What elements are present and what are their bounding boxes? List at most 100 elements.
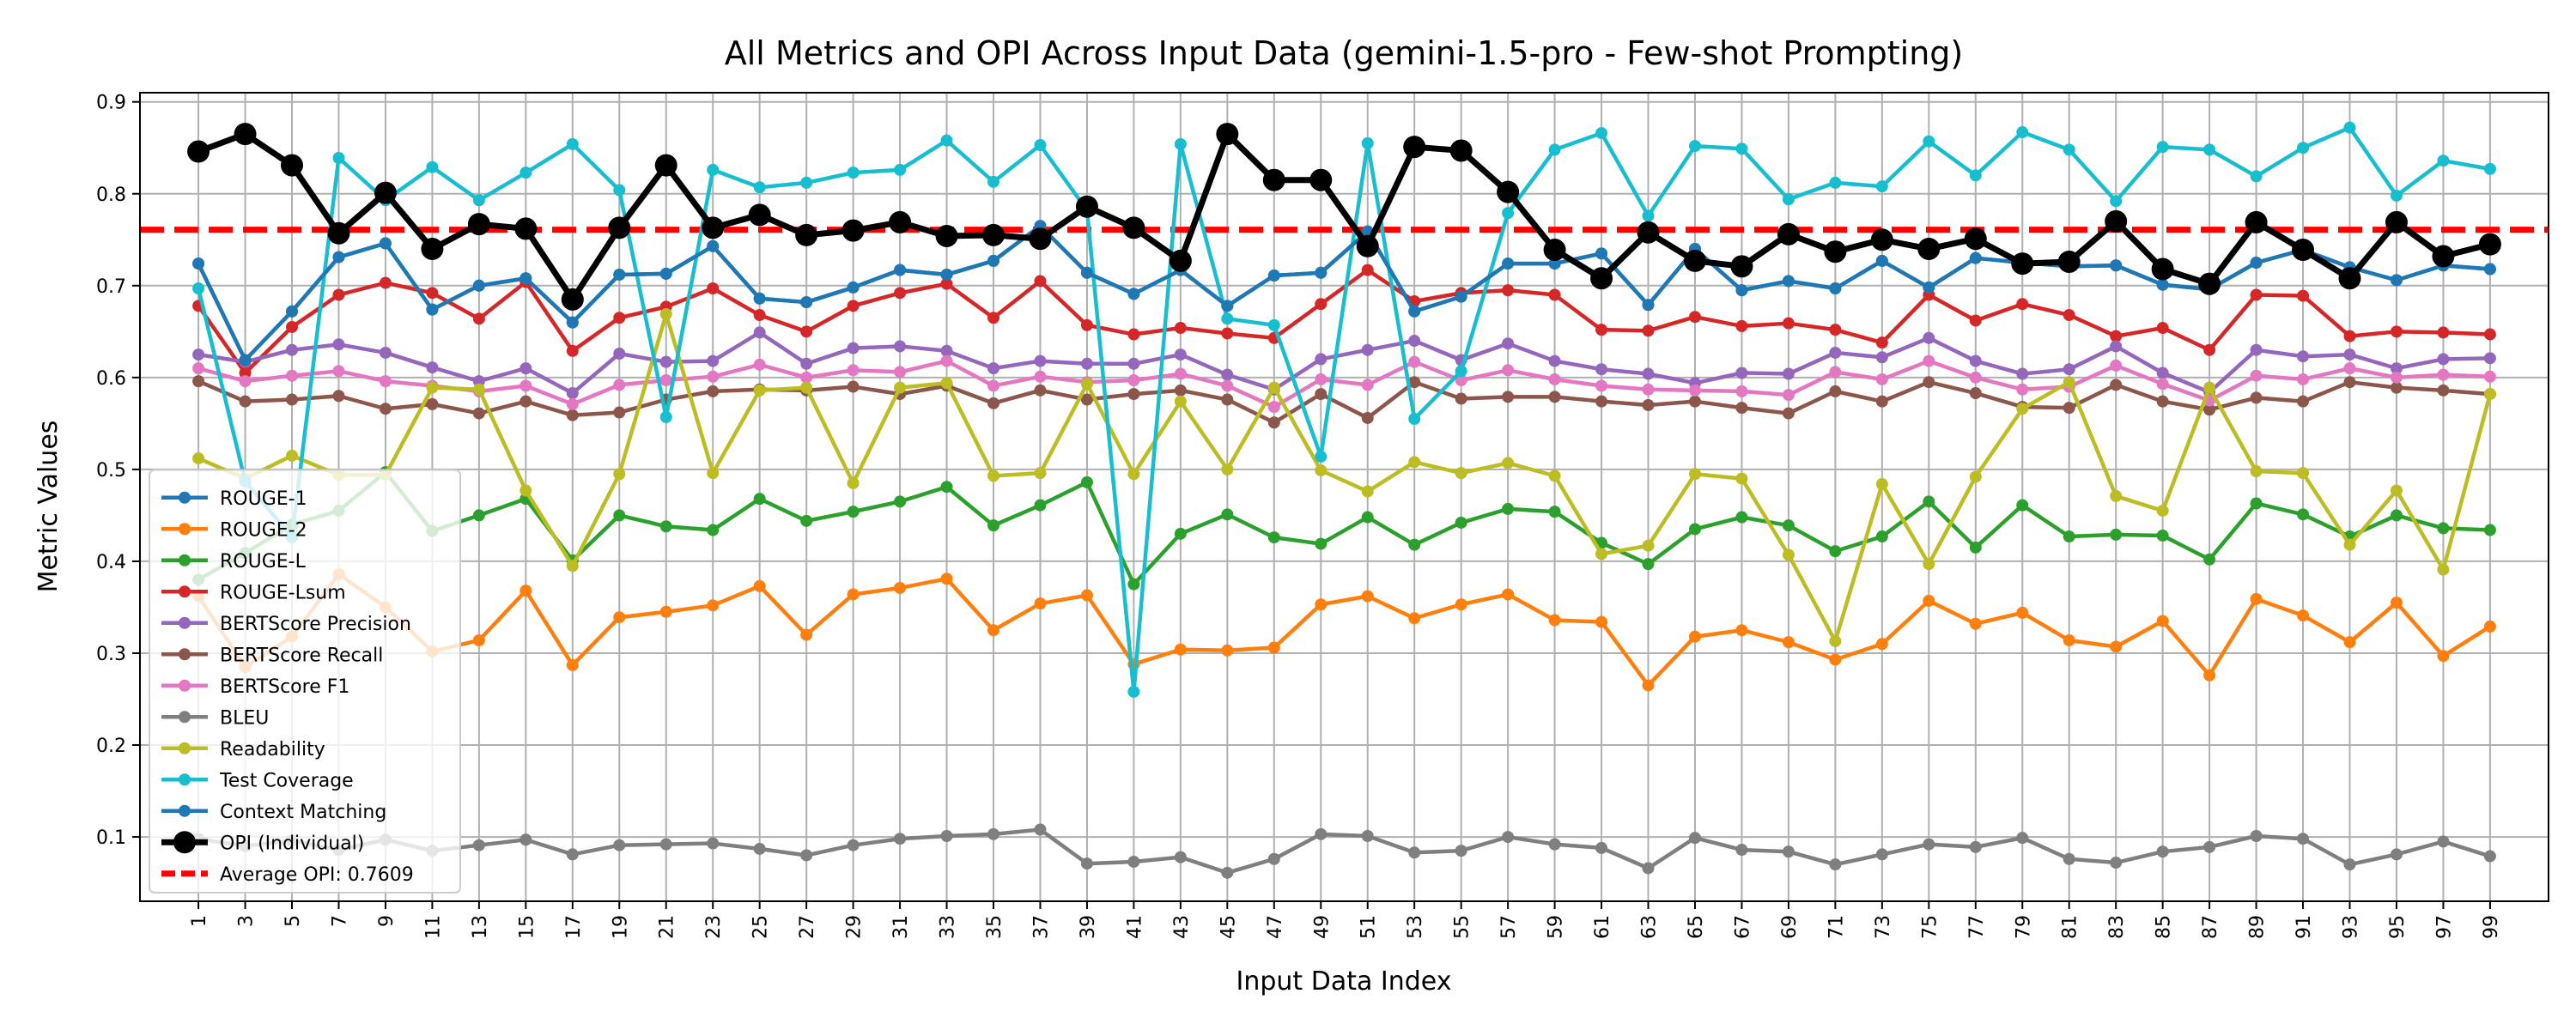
data-point (1688, 395, 1701, 408)
series-opi-individual (187, 123, 2501, 311)
legend-marker (179, 679, 191, 692)
legend-marker (179, 585, 191, 598)
data-point (1688, 140, 1701, 153)
data-point (1502, 258, 1515, 270)
legend-marker (179, 554, 191, 566)
data-point (426, 161, 439, 173)
x-tick-label: 29 (844, 915, 866, 939)
x-tick-label: 65 (1686, 915, 1707, 939)
data-point (1408, 376, 1421, 389)
data-point (2437, 353, 2450, 366)
data-point (1034, 370, 1047, 383)
data-point (753, 326, 766, 339)
data-point (1174, 384, 1187, 397)
x-tick-label: 83 (2106, 915, 2128, 939)
data-point (472, 509, 485, 522)
data-point (1782, 845, 1795, 858)
data-point (1595, 363, 1608, 376)
data-point (1964, 227, 1987, 251)
data-point (847, 342, 860, 354)
data-point (1221, 644, 1234, 657)
legend-entry: ROUGE-L (161, 551, 307, 573)
data-point (1455, 365, 1467, 378)
data-point (1969, 169, 1982, 182)
data-point (566, 344, 579, 357)
data-point (192, 348, 205, 361)
data-point (1080, 357, 1093, 370)
series-context-matching (192, 220, 2496, 367)
y-tick-label: 0.8 (96, 185, 126, 206)
data-point (1548, 391, 1561, 403)
data-point (1923, 558, 1935, 571)
data-point (2390, 484, 2403, 497)
x-tick-label: 37 (1030, 915, 1052, 939)
data-point (800, 357, 813, 370)
legend-entry: Context Matching (161, 802, 386, 823)
data-point (1449, 139, 1473, 162)
data-point (1034, 139, 1047, 152)
data-point (1875, 351, 1888, 364)
data-point (1870, 228, 1893, 251)
data-point (2063, 633, 2075, 646)
data-point (1730, 255, 1753, 278)
data-point (1642, 539, 1655, 552)
data-point (1403, 136, 1426, 159)
data-point (2390, 274, 2403, 287)
data-point (2203, 403, 2216, 416)
data-point (2156, 845, 2169, 858)
data-point (894, 366, 907, 379)
data-point (753, 309, 766, 322)
data-point (566, 387, 579, 400)
data-point (1875, 336, 1888, 349)
data-point (613, 839, 626, 851)
data-point (613, 379, 626, 391)
data-point (2297, 833, 2310, 845)
data-point (987, 312, 1000, 324)
data-point (707, 282, 720, 295)
series-line (197, 379, 2491, 425)
data-point (2483, 352, 2496, 365)
data-point (2390, 371, 2403, 384)
data-point (2203, 669, 2216, 682)
data-point (987, 175, 1000, 188)
data-point (894, 381, 907, 394)
data-point (1174, 367, 1187, 380)
data-point (613, 348, 626, 360)
data-point (1361, 264, 1374, 276)
data-point (1548, 614, 1561, 627)
data-point (2390, 848, 2403, 861)
data-point (1455, 374, 1467, 387)
data-point (800, 176, 813, 189)
x-tick-label: 21 (657, 915, 678, 939)
data-point (2110, 528, 2123, 541)
data-point (1174, 643, 1187, 656)
data-point (1642, 299, 1655, 312)
data-point (1315, 373, 1327, 385)
data-point (1221, 393, 1234, 406)
data-point (847, 476, 860, 489)
data-point (1829, 545, 1842, 558)
data-point (332, 390, 345, 403)
data-point (1735, 402, 1748, 415)
y-axis-ticks: 0.1 0.2 0.3 0.4 0.5 0.6 0.7 0.8 0.9 (96, 93, 140, 849)
data-point (1829, 282, 1842, 295)
x-tick-label: 13 (470, 915, 491, 939)
data-point (1408, 413, 1421, 426)
data-point (1034, 275, 1047, 288)
data-point (1875, 373, 1888, 385)
series-line (197, 827, 2491, 876)
data-point (2250, 170, 2263, 183)
data-point (2297, 395, 2310, 408)
data-point (2478, 233, 2501, 256)
data-point (2385, 210, 2408, 233)
data-point (1267, 401, 1280, 414)
data-point (753, 842, 766, 855)
data-point (1361, 829, 1374, 842)
y-tick-label: 0.9 (96, 93, 126, 114)
data-point (1502, 207, 1515, 220)
data-point (1221, 327, 1234, 340)
data-point (2437, 154, 2450, 167)
series-line (196, 125, 2491, 694)
data-point (1309, 168, 1333, 191)
data-point (753, 181, 766, 194)
